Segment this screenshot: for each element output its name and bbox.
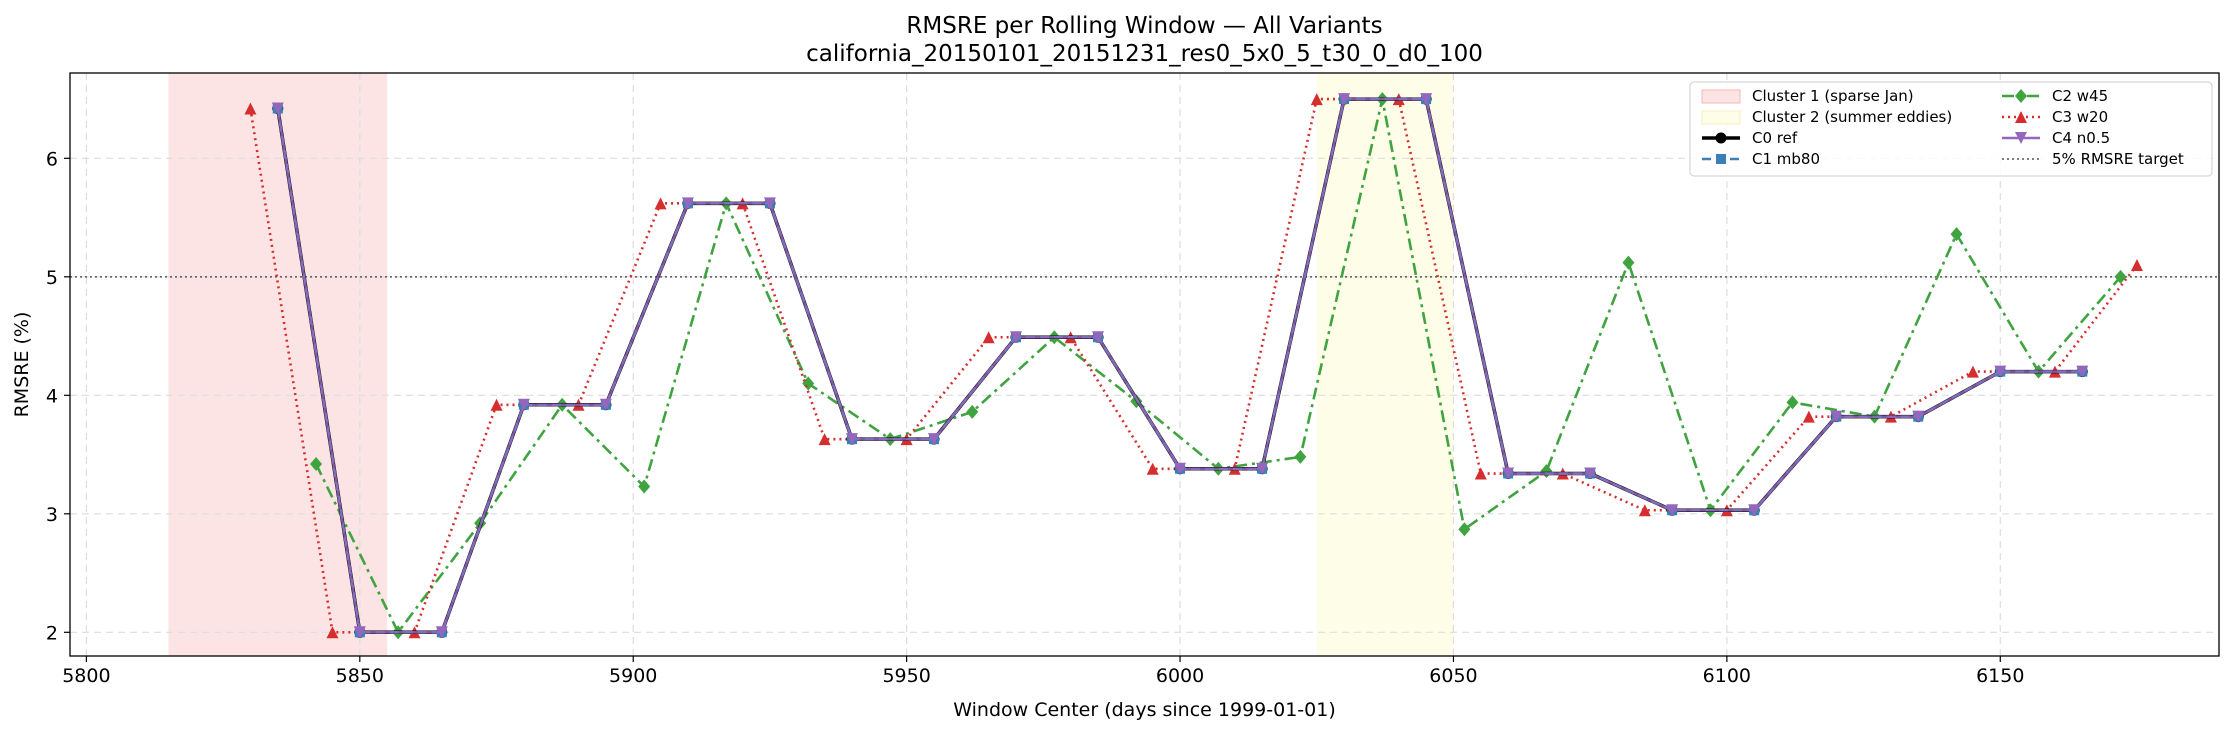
- data-point-c4-n0-5: [1256, 462, 1269, 475]
- legend-label: C2 w45: [2052, 87, 2108, 105]
- data-point-c3-w20: [1966, 365, 1979, 378]
- shaded-region-cluster-2-summer-eddies: [1316, 73, 1454, 656]
- legend-entry-c3-w20: C3 w20: [2002, 108, 2108, 126]
- x-tick-label: 6150: [1976, 665, 2024, 687]
- shaded-region-cluster-1-sparse-jan: [168, 73, 388, 656]
- x-tick-label: 6100: [1703, 665, 1751, 687]
- legend-entry-c4-n0-5: C4 n0.5: [2002, 129, 2110, 147]
- data-point-c4-n0-5: [763, 197, 776, 210]
- data-point-c2-w45: [1950, 227, 1963, 242]
- legend-label: C3 w20: [2052, 108, 2108, 126]
- legend-marker: [2015, 89, 2027, 103]
- data-point-c3-w20: [1638, 504, 1651, 517]
- legend-swatch: [1701, 110, 1741, 125]
- data-point-c4-n0-5: [1174, 462, 1187, 475]
- legend-marker: [1716, 154, 1726, 164]
- data-point-c4-n0-5: [1748, 504, 1761, 517]
- data-point-c4-n0-5: [2076, 365, 2089, 378]
- data-point-c3-w20: [982, 331, 995, 344]
- legend-marker: [2015, 111, 2027, 123]
- data-point-c2-w45: [966, 404, 979, 419]
- x-tick-label: 5800: [62, 665, 110, 687]
- legend-entry-cluster-1-sparse-jan: Cluster 1 (sparse Jan): [1701, 87, 1914, 105]
- y-tick-label: 6: [46, 148, 58, 170]
- x-tick-label: 5950: [882, 665, 930, 687]
- y-tick-label: 2: [46, 622, 58, 644]
- data-point-c3-w20: [1310, 93, 1323, 106]
- data-point-c4-n0-5: [517, 398, 530, 411]
- legend-box: [1689, 81, 2213, 177]
- data-point-c3-w20: [326, 626, 339, 639]
- data-point-c4-n0-5: [1994, 365, 2007, 378]
- data-point-c2-w45: [802, 376, 815, 391]
- series-lines: [244, 92, 2143, 640]
- y-axis-label: RMSRE (%): [11, 312, 33, 418]
- data-point-c2-w45: [310, 457, 323, 472]
- y-tick-label: 3: [46, 504, 58, 526]
- data-point-c4-n0-5: [271, 102, 284, 115]
- data-point-c2-w45: [638, 479, 651, 494]
- data-point-c4-n0-5: [1666, 504, 1679, 517]
- data-point-c3-w20: [2130, 258, 2143, 271]
- legend-swatch: [1701, 89, 1741, 104]
- legend-label: C4 n0.5: [2052, 129, 2110, 147]
- x-axis-label: Window Center (days since 1999-01-01): [953, 699, 1335, 721]
- data-point-c4-n0-5: [845, 433, 858, 446]
- data-point-c4-n0-5: [1092, 331, 1105, 344]
- data-point-c4-n0-5: [1338, 93, 1351, 106]
- axis-ticks: 5800 5850 5900 5950 6000 6050 6100 6150 2 3 4 5 6: [46, 148, 2025, 687]
- legend-label: 5% RMSRE target: [2052, 150, 2184, 168]
- legend-entry-cluster-2-summer-eddies: Cluster 2 (summer eddies): [1701, 108, 1952, 126]
- chart-title: RMSRE per Rolling Window — All Variants: [906, 13, 1382, 39]
- data-point-c2-w45: [1294, 449, 1307, 464]
- shaded-regions: [168, 73, 1454, 656]
- data-point-c3-w20: [654, 197, 667, 210]
- data-point-c2-w45: [1540, 464, 1553, 479]
- data-point-c4-n0-5: [1584, 467, 1597, 480]
- data-point-c2-w45: [1786, 395, 1799, 410]
- data-point-c2-w45: [1622, 255, 1635, 270]
- legend-entry-c2-w45: C2 w45: [2002, 87, 2108, 105]
- series-line-c3-w20: [249, 97, 2139, 634]
- data-point-c4-n0-5: [599, 398, 612, 411]
- data-point-c3-w20: [1474, 467, 1487, 480]
- data-point-c2-w45: [1458, 522, 1471, 537]
- data-point-c3-w20: [244, 102, 257, 115]
- data-point-c4-n0-5: [1502, 467, 1515, 480]
- legend-entry-5-rmsre-target: 5% RMSRE target: [2002, 150, 2184, 168]
- x-tick-label: 5900: [609, 665, 657, 687]
- legend-label: C1 mb80: [1752, 150, 1820, 168]
- legend-marker: [1715, 132, 1727, 144]
- data-point-c4-n0-5: [353, 626, 366, 639]
- data-point-c4-n0-5: [435, 626, 448, 639]
- data-point-c4-n0-5: [1420, 93, 1433, 106]
- x-tick-label: 5850: [336, 665, 384, 687]
- data-point-c3-w20: [818, 433, 831, 446]
- legend-marker: [2015, 132, 2027, 144]
- data-point-c2-w45: [2114, 269, 2127, 284]
- data-point-c4-n0-5: [1912, 410, 1925, 423]
- data-point-c4-n0-5: [1009, 331, 1022, 344]
- legend-entry-c0-ref: C0 ref: [1702, 129, 1798, 147]
- data-point-c3-w20: [490, 398, 503, 411]
- y-tick-label: 5: [46, 267, 58, 289]
- legend-label: Cluster 1 (sparse Jan): [1752, 87, 1914, 105]
- series-c4-n0-5: [271, 93, 2089, 639]
- data-point-c3-w20: [1146, 462, 1159, 475]
- legend: Cluster 1 (sparse Jan) Cluster 2 (summer …: [1689, 81, 2213, 177]
- legend-label: C0 ref: [1752, 129, 1798, 147]
- plot-frame: [69, 72, 2220, 657]
- data-point-c4-n0-5: [1830, 410, 1843, 423]
- x-tick-label: 6000: [1156, 665, 1204, 687]
- legend-label: Cluster 2 (summer eddies): [1752, 108, 1952, 126]
- data-point-c4-n0-5: [681, 197, 694, 210]
- data-point-c3-w20: [1802, 410, 1815, 423]
- data-point-c4-n0-5: [927, 433, 940, 446]
- series-line-c2-w45: [314, 97, 2122, 634]
- legend-entry-c1-mb80: C1 mb80: [1702, 150, 1820, 168]
- x-tick-label: 6050: [1429, 665, 1477, 687]
- chart-subtitle: california_20150101_20151231_res0_5x0_5_…: [806, 41, 1483, 67]
- y-tick-label: 4: [46, 385, 58, 407]
